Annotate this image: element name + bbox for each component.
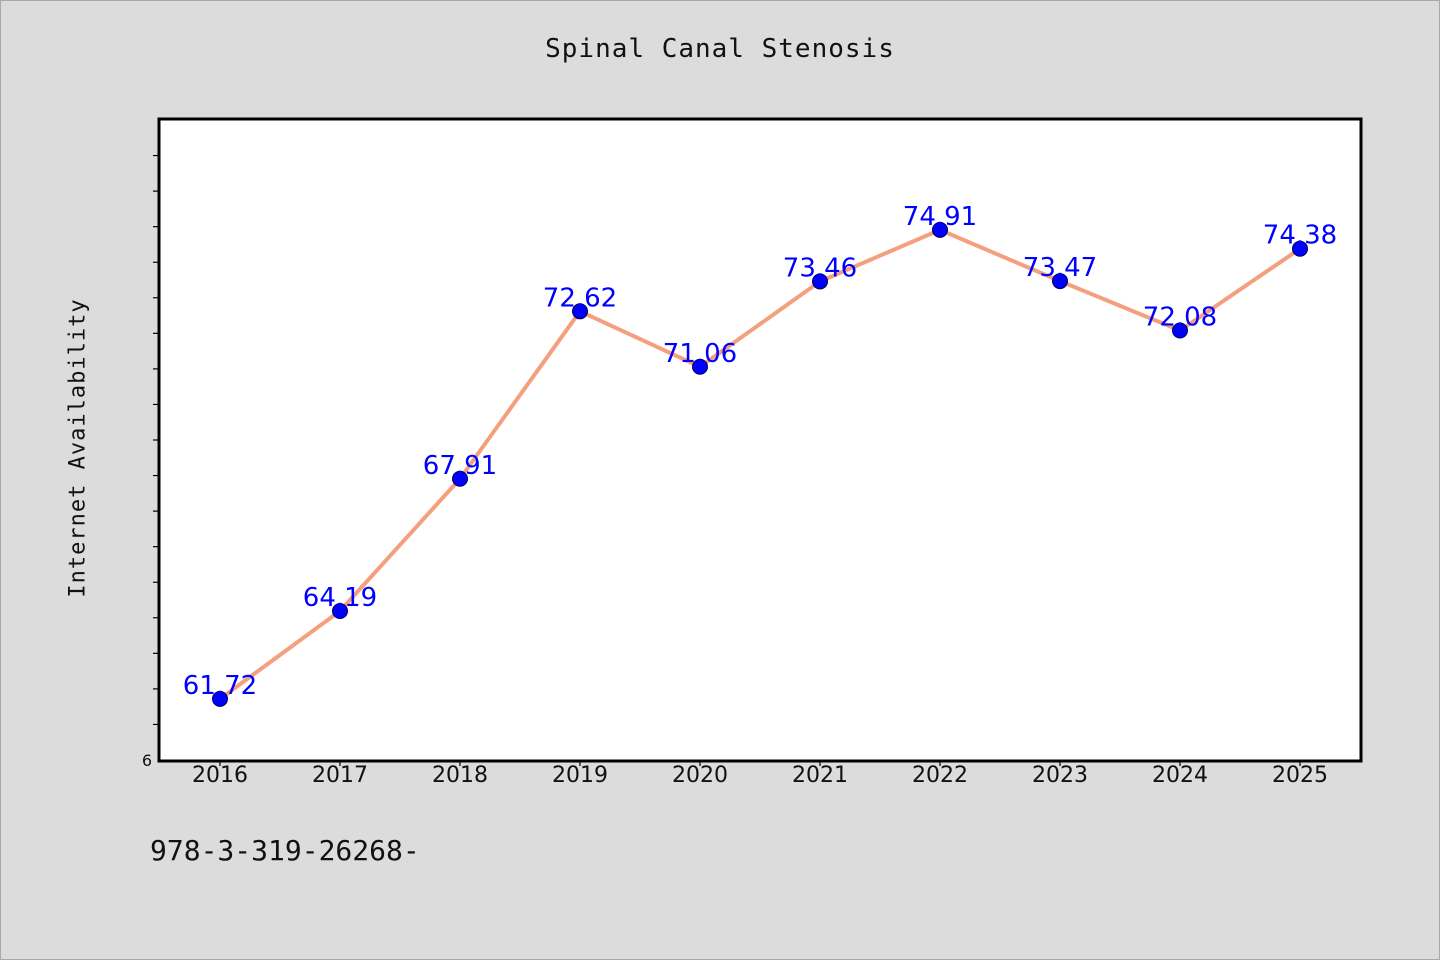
x-tick-label: 2025 bbox=[1272, 763, 1328, 788]
data-labels: 61.72 64.19 67.91 72.62 71.06 73.46 74.91 73.47… bbox=[183, 202, 1337, 701]
x-tick-label: 2023 bbox=[1032, 763, 1088, 788]
series bbox=[212, 221, 1308, 707]
x-tick-label: 2020 bbox=[672, 763, 728, 788]
x-tick-label: 2017 bbox=[312, 763, 368, 788]
data-label: 74.91 bbox=[903, 202, 977, 232]
data-point bbox=[1052, 273, 1068, 290]
data-label: 61.72 bbox=[183, 671, 257, 701]
data-point bbox=[452, 470, 468, 487]
x-tick-label: 2021 bbox=[792, 763, 848, 788]
series-line bbox=[218, 227, 1302, 701]
plot-area bbox=[157, 117, 1363, 763]
data-label: 72.62 bbox=[543, 283, 617, 313]
data-point bbox=[1292, 240, 1308, 257]
footer-note: 978-3-319-26268- bbox=[150, 834, 420, 867]
x-tick-label: 2018 bbox=[432, 763, 488, 788]
data-point bbox=[692, 358, 708, 375]
data-point bbox=[332, 603, 348, 620]
x-tick-label: 2024 bbox=[1152, 763, 1208, 788]
data-point bbox=[572, 303, 588, 320]
data-point bbox=[932, 221, 948, 238]
data-point bbox=[212, 690, 228, 707]
x-tick-label: 2022 bbox=[912, 763, 968, 788]
data-label: 73.46 bbox=[783, 253, 857, 283]
data-label: 74.38 bbox=[1263, 221, 1337, 251]
x-tick-label: 2019 bbox=[552, 763, 608, 788]
chart-title: Spinal Canal Stenosis bbox=[545, 34, 895, 64]
data-point bbox=[812, 273, 828, 290]
data-label: 73.47 bbox=[1023, 253, 1097, 283]
data-label: 67.91 bbox=[423, 451, 497, 481]
x-tick-label: 2016 bbox=[192, 763, 248, 788]
axis-ticks: 2016 2017 2018 2019 2020 2021 2022 2023 2024 2025… bbox=[142, 154, 1328, 788]
data-label: 64.19 bbox=[303, 583, 377, 613]
data-label: 72.08 bbox=[1143, 302, 1217, 332]
data-label: 71.06 bbox=[663, 339, 737, 369]
data-point bbox=[1172, 322, 1188, 339]
y-tick-label: 6 bbox=[142, 751, 152, 770]
